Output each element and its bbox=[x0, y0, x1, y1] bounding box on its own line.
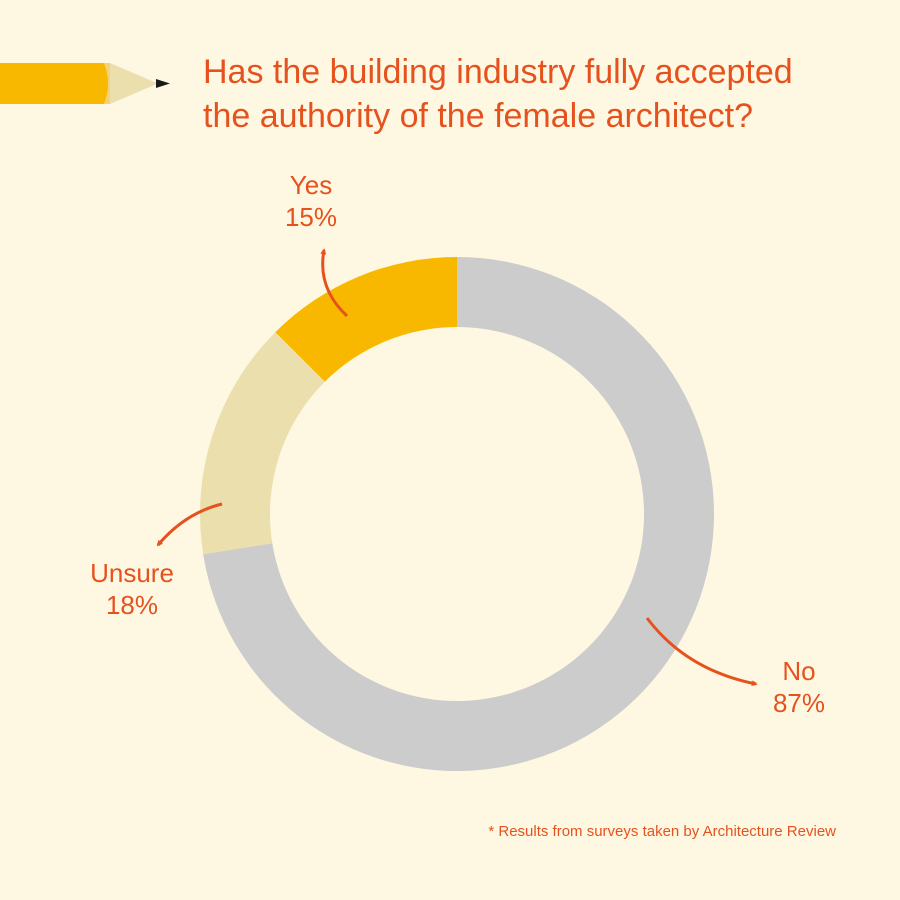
label-yes-value: 15% bbox=[284, 202, 338, 232]
label-unsure: Unsure 18% bbox=[90, 560, 174, 618]
label-yes-name: Yes bbox=[289, 170, 333, 200]
label-unsure-name: Unsure bbox=[90, 558, 174, 588]
chart-title-line-2: the authority of the female architect? bbox=[203, 97, 753, 135]
arrow-icon-unsure bbox=[156, 502, 223, 547]
footnote: * Results from surveys taken by Architec… bbox=[488, 823, 836, 840]
label-yes: Yes 15% bbox=[285, 172, 337, 230]
donut-slices bbox=[200, 257, 714, 771]
arrow-icon-yes bbox=[320, 248, 349, 318]
label-no: No 87% bbox=[773, 658, 825, 716]
chart-title-line-1: Has the building industry fully accepted bbox=[203, 53, 793, 91]
pencil-icon bbox=[0, 63, 170, 104]
slice-yes bbox=[275, 257, 457, 382]
arrow-icon-no bbox=[645, 617, 758, 687]
label-unsure-value: 18% bbox=[105, 590, 159, 620]
label-no-value: 87% bbox=[772, 688, 826, 718]
label-no-name: No bbox=[782, 656, 816, 686]
slice-unsure bbox=[200, 332, 325, 555]
callout-arrows bbox=[156, 248, 758, 687]
